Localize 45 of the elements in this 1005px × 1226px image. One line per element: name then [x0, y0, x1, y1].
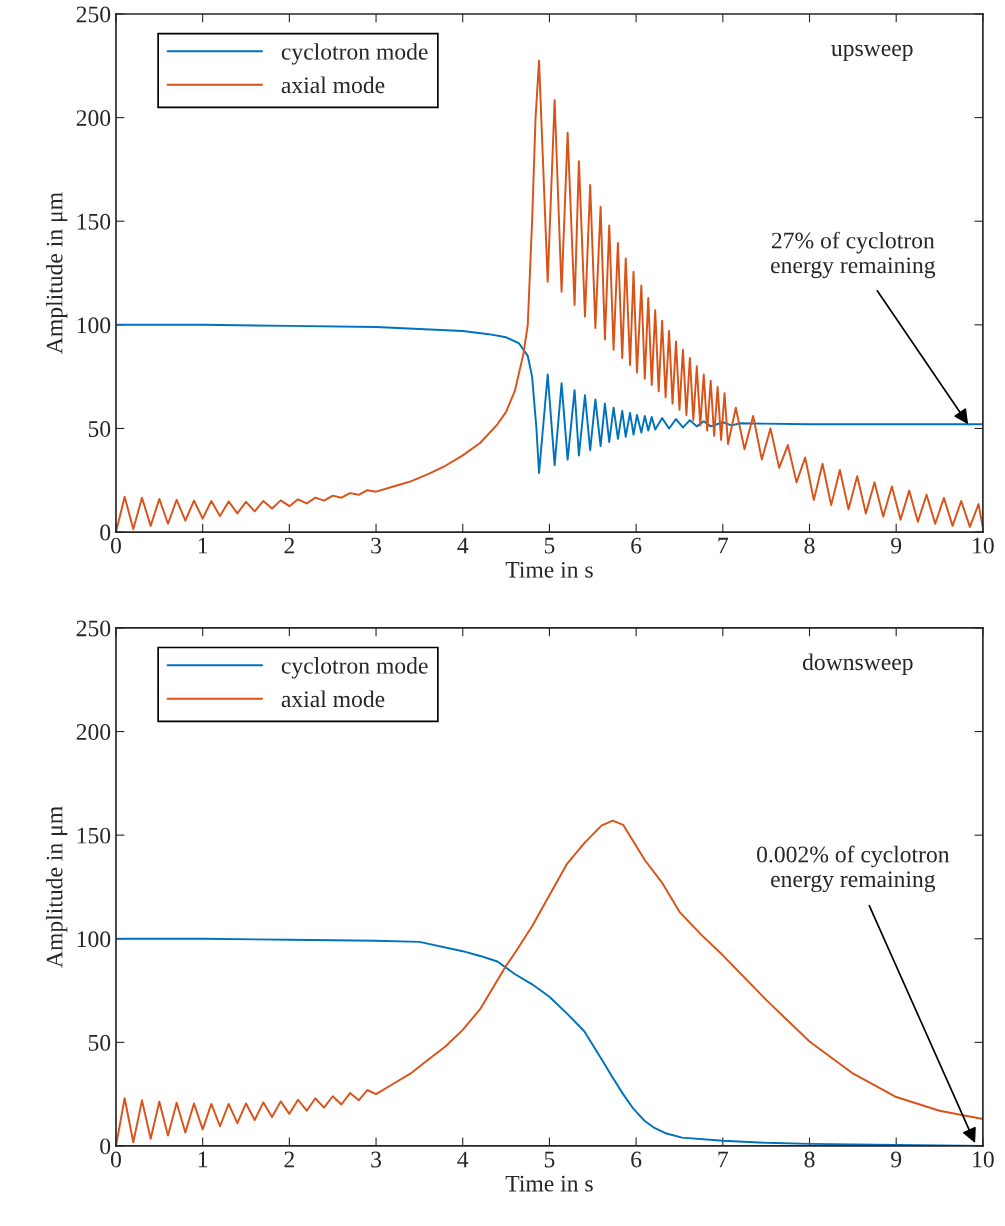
x-tick-label: 1 — [198, 1151, 208, 1168]
x-tick-label: 5 — [544, 537, 555, 554]
legend-label: cyclotron mode — [281, 43, 428, 65]
x-tick-label: 3 — [371, 1151, 382, 1168]
y-tick-label: 100 — [77, 317, 111, 334]
x-tick-label: 3 — [371, 537, 382, 554]
y-tick-label: 150 — [77, 827, 111, 844]
annotation: upsweep — [831, 44, 913, 61]
y-tick-label: 50 — [88, 1034, 111, 1051]
y-tick-label: 150 — [77, 213, 111, 230]
x-tick-label: 8 — [804, 537, 815, 554]
y-tick-label: 250 — [76, 6, 111, 23]
x-tick-label: 1 — [198, 537, 208, 554]
x-tick-label: 5 — [544, 1151, 555, 1168]
y-tick-label: 50 — [88, 420, 111, 437]
x-tick-label: 8 — [804, 1151, 815, 1168]
legend-label: cyclotron mode — [281, 657, 428, 679]
line-series — [115, 323, 983, 474]
x-axis-title: Time in s — [505, 1175, 593, 1192]
y-axis-title: Amplitude in μm — [45, 192, 68, 354]
annotation: 0.002% of cyclotron energy remaining — [757, 845, 950, 893]
annotation: downsweep — [802, 653, 913, 675]
x-tick-label: 2 — [284, 537, 294, 554]
legend-label: axial mode — [281, 76, 385, 94]
legend-label: axial mode — [281, 690, 385, 708]
annotation: 27% of cyclotron energy remaining — [771, 231, 936, 279]
x-tick-label: 7 — [718, 537, 729, 554]
x-tick-label: 7 — [718, 1151, 729, 1168]
x-tick-label: 10 — [973, 1151, 994, 1168]
y-tick-label: 200 — [76, 724, 111, 740]
x-tick-label: 9 — [891, 537, 902, 554]
y-axis-title: Amplitude in μm — [45, 806, 68, 968]
x-tick-label: 2 — [284, 1151, 294, 1168]
x-tick-label: 4 — [457, 537, 469, 554]
y-tick-label: 100 — [77, 931, 111, 948]
y-tick-label: 0 — [100, 524, 111, 541]
y-tick-label: 200 — [76, 110, 111, 127]
x-tick-label: 9 — [891, 1151, 902, 1168]
x-tick-label: 4 — [457, 1151, 469, 1168]
x-tick-label: 6 — [631, 1151, 642, 1168]
y-tick-label: 250 — [76, 620, 111, 637]
x-tick-label: 6 — [631, 537, 642, 554]
x-axis-title: Time in s — [505, 561, 593, 578]
x-tick-label: 10 — [973, 537, 994, 554]
y-tick-label: 0 — [100, 1138, 111, 1155]
